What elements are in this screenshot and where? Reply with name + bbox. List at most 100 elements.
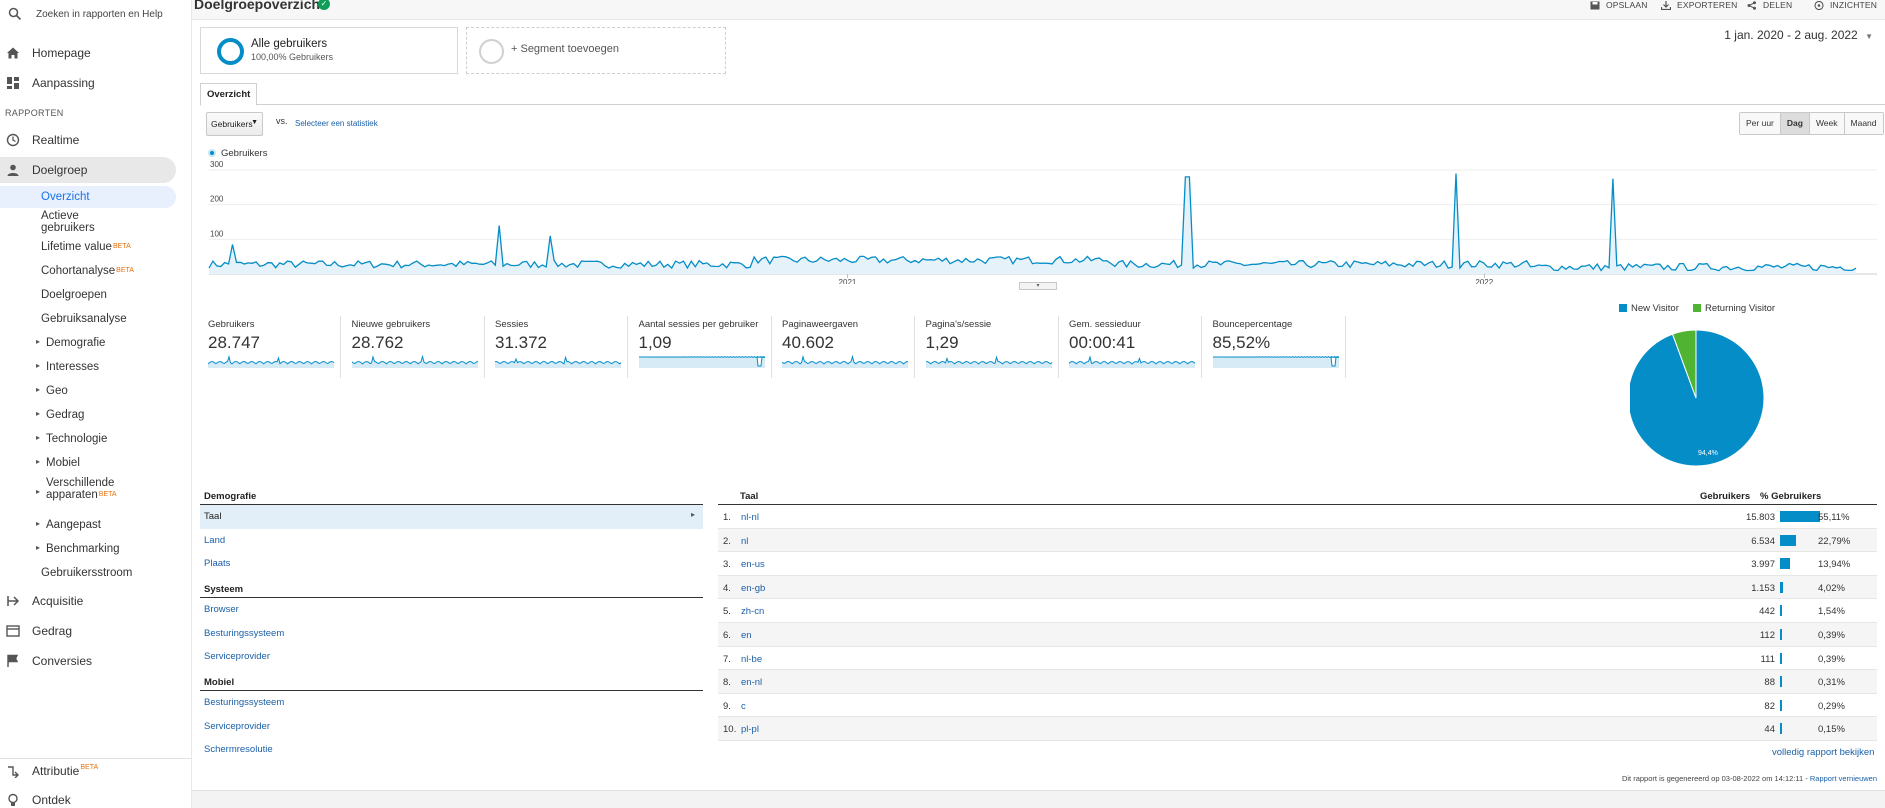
row-language-link[interactable]: zh-cn	[741, 606, 765, 618]
row-language-link[interactable]: nl	[741, 535, 749, 547]
add-segment-button[interactable]: + Segment toevoegen	[466, 27, 726, 74]
city-link[interactable]: Plaats	[204, 558, 231, 569]
demographics-rule	[200, 504, 703, 505]
sidebar-item-interests[interactable]: ▸ Interesses	[0, 357, 176, 379]
metric-tile[interactable]: Nieuwe gebruikers 28.762	[350, 316, 485, 378]
row-language-link[interactable]: pl-pl	[741, 724, 759, 736]
nav-customize[interactable]: Aanpassing	[0, 70, 176, 96]
sidebar-item-lifetime[interactable]: Lifetime valueBETA	[0, 237, 176, 259]
nav-home[interactable]: Homepage	[0, 40, 176, 66]
metric-tile[interactable]: Bouncepercentage 85,52%	[1211, 316, 1346, 378]
search-bar[interactable]: Zoeken in rapporten en Help	[0, 0, 191, 30]
row-language-link[interactable]: c	[741, 700, 746, 712]
sidebar-item-user-explorer[interactable]: Gebruiksanalyse	[0, 309, 176, 331]
select-stat-link[interactable]: Selecteer een statistiek	[295, 119, 378, 128]
row-language-link[interactable]: nl-nl	[741, 512, 759, 523]
insights-button[interactable]: INZICHTEN	[1814, 0, 1877, 11]
nav-attribution[interactable]: AttributieBETA	[0, 758, 176, 784]
os-link[interactable]: Besturingssysteem	[204, 628, 285, 639]
col-users-header: Gebruikers	[1700, 491, 1751, 502]
period-toggle: Per uur Dag Week Maand	[1739, 112, 1884, 135]
sidebar-item-mobile-label: Mobiel	[46, 457, 80, 469]
country-link[interactable]: Land	[204, 535, 226, 546]
row-language-link[interactable]: en-us	[741, 559, 765, 571]
sidebar-item-geo[interactable]: ▸ Geo	[0, 381, 176, 403]
export-button[interactable]: EXPORTEREN	[1661, 0, 1738, 11]
row-language-link[interactable]: en-nl	[741, 677, 763, 689]
period-hourly-button[interactable]: Per uur	[1740, 113, 1781, 134]
resolution-link[interactable]: Schermresolutie	[204, 744, 273, 755]
export-label: EXPORTEREN	[1677, 0, 1738, 10]
expand-arrow-icon: ▸	[36, 457, 41, 466]
demographics-heading: Demografie	[204, 491, 257, 502]
sidebar-item-audiences[interactable]: Doelgroepen	[0, 285, 176, 307]
row-rank: 8.	[723, 677, 731, 689]
mobile-heading: Mobiel	[204, 677, 235, 688]
nav-conversions[interactable]: Conversies	[0, 648, 176, 674]
chart-resize-handle[interactable]: ▾	[1019, 282, 1057, 290]
mobile-os-link[interactable]: Besturingssysteem	[204, 697, 285, 708]
sparkline-line	[351, 354, 478, 365]
row-language-link[interactable]: en-gb	[741, 582, 766, 594]
sidebar-item-cohort[interactable]: CohortanalyseBETA	[0, 261, 176, 283]
sidebar-item-mobile[interactable]: ▸ Mobiel	[0, 453, 176, 475]
nav-acquisition[interactable]: Acquisitie	[0, 588, 176, 614]
date-range-picker[interactable]: 1 jan. 2020 - 2 aug. 2022 ▼	[1724, 28, 1873, 42]
sidebar-item-active-users[interactable]: Actieve gebruikers	[0, 206, 176, 236]
row-pct: 13,94%	[1818, 559, 1851, 571]
metric-tile[interactable]: Gebruikers 28.747	[206, 316, 341, 378]
insights-icon	[1814, 1, 1824, 11]
segment-all-users[interactable]: Alle gebruikers 100,00% Gebruikers	[200, 27, 458, 74]
period-day-button[interactable]: Dag	[1780, 113, 1810, 134]
nav-realtime[interactable]: Realtime	[0, 127, 176, 153]
metric-tile[interactable]: Paginaweergaven 40.602	[780, 316, 915, 378]
verified-check-icon: ✓	[318, 0, 330, 10]
metric-label: Bouncepercentage	[1212, 319, 1293, 330]
pie-slice-new[interactable]	[1630, 329, 1765, 467]
row-pct-bar	[1780, 723, 1782, 735]
period-month-button[interactable]: Maand	[1844, 113, 1883, 134]
sidebar-item-cross-device[interactable]: ▸ Verschillende apparatenBETA	[0, 473, 176, 509]
flag-icon	[7, 654, 19, 667]
row-users: 442	[1759, 606, 1775, 618]
sidebar-item-demographics[interactable]: ▸ Demografie	[0, 333, 176, 355]
row-pct-bar	[1780, 511, 1820, 522]
metric-tile[interactable]: Pagina's/sessie 1,29	[924, 316, 1059, 378]
nav-behavior-label: Gedrag	[32, 624, 73, 638]
full-report-link[interactable]: volledig rapport bekijken	[1772, 747, 1875, 758]
sidebar: Zoeken in rapporten en Help Homepage Aan…	[0, 0, 192, 808]
mobile-provider-link[interactable]: Serviceprovider	[204, 721, 270, 732]
row-language-link[interactable]: nl-be	[741, 653, 763, 665]
browser-link[interactable]: Browser	[204, 604, 239, 615]
refresh-report-link[interactable]: Rapport vernieuwen	[1809, 774, 1877, 783]
sidebar-item-benchmarking[interactable]: ▸ Benchmarking	[0, 539, 176, 561]
sidebar-item-technology[interactable]: ▸ Technologie	[0, 429, 176, 451]
language-row-selected[interactable]: Taal ▸	[200, 505, 703, 529]
row-language-link[interactable]: en	[741, 630, 752, 641]
period-week-button[interactable]: Week	[1809, 113, 1845, 134]
metric-tile[interactable]: Aantal sessies per gebruiker 1,09	[637, 316, 772, 378]
system-rule	[200, 597, 703, 598]
provider-link[interactable]: Serviceprovider	[204, 651, 270, 662]
y-tick-label: 200	[210, 195, 224, 204]
row-pct-bar	[1780, 534, 1797, 546]
nav-audience[interactable]: Doelgroep	[0, 157, 176, 183]
save-button[interactable]: OPSLAAN	[1590, 0, 1648, 10]
metric-tile[interactable]: Sessies 31.372	[493, 316, 628, 378]
nav-discover[interactable]: Ontdek	[0, 787, 176, 808]
table-row: 9. c 82 0,29%	[718, 694, 1877, 718]
sparkline-line	[1069, 355, 1196, 365]
metric-dropdown[interactable]: Gebruikers ▼	[206, 112, 263, 136]
sidebar-item-behavior[interactable]: ▸ Gedrag	[0, 405, 176, 427]
share-button[interactable]: DELEN	[1747, 0, 1792, 10]
row-pct: 0,31%	[1818, 677, 1845, 689]
metric-tile[interactable]: Gem. sessieduur 00:00:41	[1067, 316, 1202, 378]
pie-slice-returning[interactable]	[1671, 329, 1697, 399]
tab-overview[interactable]: Overzicht	[200, 83, 258, 106]
y-tick-label: 100	[210, 229, 224, 238]
expand-arrow-icon: ▸	[36, 385, 41, 394]
sidebar-item-overview[interactable]: Overzicht	[0, 186, 176, 208]
sidebar-item-users-flow[interactable]: Gebruikersstroom	[0, 563, 176, 585]
nav-behavior[interactable]: Gedrag	[0, 618, 176, 644]
sidebar-item-custom[interactable]: ▸ Aangepast	[0, 515, 176, 537]
